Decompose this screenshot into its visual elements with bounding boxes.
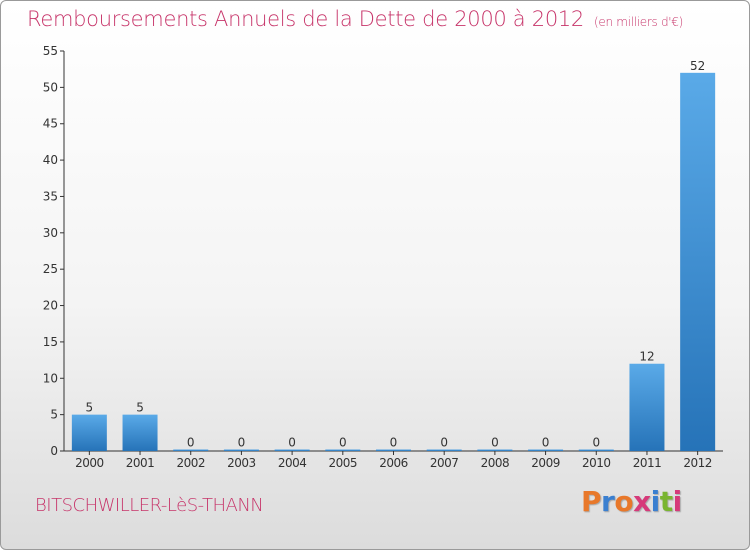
y-tick-label: 10 xyxy=(43,371,58,385)
x-tick-label: 2009 xyxy=(531,456,560,470)
data-label: 0 xyxy=(339,436,347,450)
chart-title: Remboursements Annuels de la Dette de 20… xyxy=(27,7,683,31)
data-label: 52 xyxy=(690,59,705,73)
logo-letter: P xyxy=(581,485,602,518)
y-tick-label: 25 xyxy=(43,262,58,276)
data-label: 0 xyxy=(592,436,600,450)
x-tick-label: 2002 xyxy=(176,456,205,470)
data-label: 0 xyxy=(288,436,296,450)
data-label: 0 xyxy=(390,436,398,450)
bar xyxy=(528,449,564,451)
x-tick-label: 2000 xyxy=(75,456,104,470)
x-tick-label: 2011 xyxy=(633,456,662,470)
bar xyxy=(223,449,259,451)
bar xyxy=(376,449,411,451)
x-tick-label: 2003 xyxy=(227,456,256,470)
x-tick-label: 2007 xyxy=(430,456,459,470)
logo-letter: i xyxy=(650,485,661,518)
bar xyxy=(325,449,361,451)
logo-letter: t xyxy=(659,485,673,518)
bar xyxy=(578,449,614,451)
x-tick-label: 2006 xyxy=(379,456,408,470)
logo-letter: i xyxy=(672,485,683,518)
data-label: 0 xyxy=(491,436,499,450)
data-label: 12 xyxy=(639,350,654,364)
logo-letter: r xyxy=(601,485,615,518)
logo-letter: x xyxy=(633,485,651,518)
y-tick-label: 35 xyxy=(43,189,58,203)
x-tick-label: 2005 xyxy=(329,456,358,470)
bar xyxy=(173,449,209,451)
bar xyxy=(122,414,158,451)
y-tick-label: 55 xyxy=(43,44,58,58)
bar xyxy=(274,449,310,451)
logo-letter: o xyxy=(614,485,634,518)
bar xyxy=(71,414,107,451)
y-tick-label: 5 xyxy=(50,408,58,422)
x-tick-label: 2010 xyxy=(582,456,611,470)
data-label: 0 xyxy=(238,436,246,450)
y-tick-label: 0 xyxy=(50,444,58,458)
y-tick-label: 20 xyxy=(43,299,58,313)
chart-subtitle: (en milliers d'€) xyxy=(594,15,684,29)
bar xyxy=(629,363,665,451)
bar xyxy=(426,449,462,451)
data-label: 0 xyxy=(440,436,448,450)
y-tick-label: 15 xyxy=(43,335,58,349)
x-tick-label: 2004 xyxy=(278,456,307,470)
bars-group: 5 5 0 0 0 0 0 0 0 0 0 12 52 xyxy=(71,59,716,452)
y-tick-label: 50 xyxy=(43,80,58,94)
data-label: 0 xyxy=(187,436,195,450)
data-label: 5 xyxy=(86,401,94,415)
y-tick-label: 30 xyxy=(43,226,58,240)
x-tick-label: 2001 xyxy=(126,456,155,470)
data-label: 0 xyxy=(542,436,550,450)
x-tick-label: 2012 xyxy=(683,456,712,470)
y-tick-label: 40 xyxy=(43,153,58,167)
title-text: Remboursements Annuels de la Dette de 20… xyxy=(27,7,584,31)
proxiti-logo: Proxiti xyxy=(581,485,682,518)
place-name: BITSCHWILLER-LèS-THANN xyxy=(35,495,264,516)
y-tick-label: 45 xyxy=(43,117,58,131)
bar xyxy=(477,449,513,451)
x-tick-label: 2008 xyxy=(481,456,510,470)
bar xyxy=(680,72,716,452)
data-label: 5 xyxy=(136,401,144,415)
